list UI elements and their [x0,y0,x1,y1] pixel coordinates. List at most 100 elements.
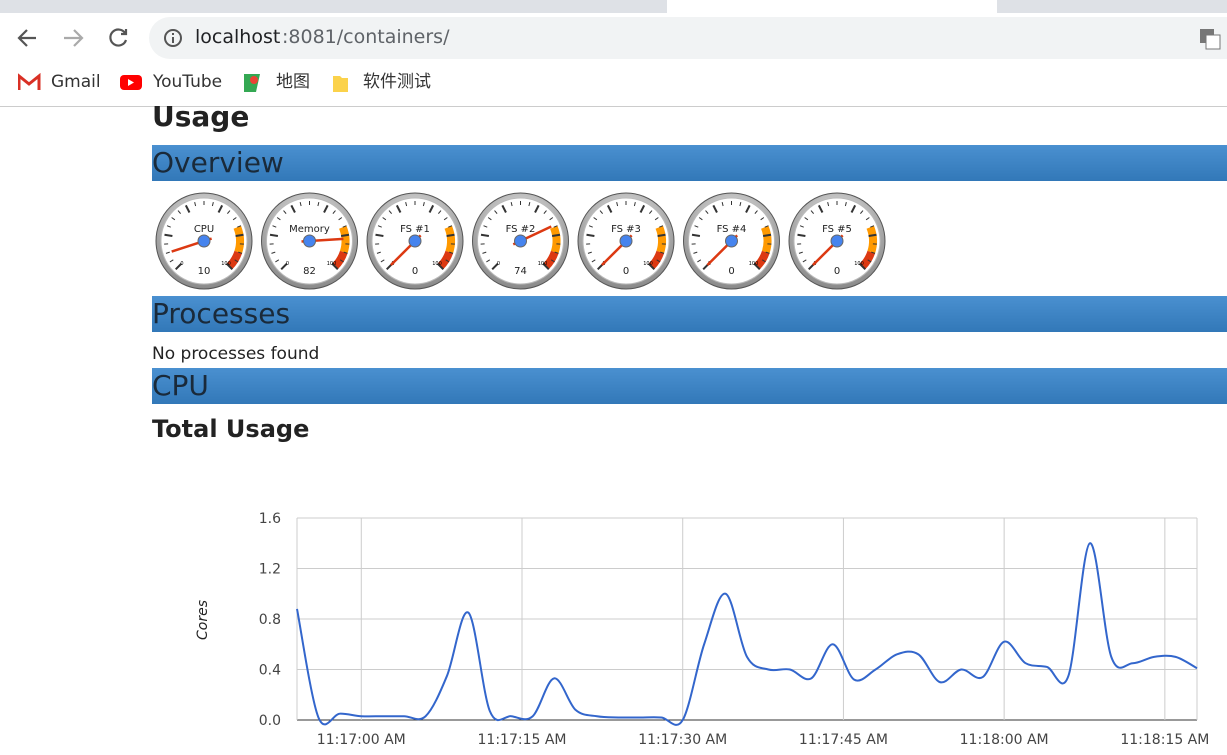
gauge-scale-label: 100 [749,261,759,267]
gauge-tick [276,217,281,221]
processes-message: No processes found [152,344,320,364]
gauge-zone [655,225,666,254]
gauge-label: FS #2 [506,224,536,235]
gauge-scale-label: 0 [497,261,500,267]
gauge-tick [810,210,815,214]
gauge-tick [870,225,875,228]
nav-buttons [17,28,128,47]
gauge-hub [408,234,422,248]
address-bar[interactable]: localhost :8081/containers/ [149,17,1227,59]
gauge-tick [648,210,653,214]
y-tick-label: 0.4 [259,663,281,679]
gauge-tick [375,233,384,237]
gauge-tick [405,201,408,207]
gauge-tick [422,201,425,207]
chart-title: Total Usage [152,415,310,443]
gauge-tick [647,262,655,270]
gauge-tick [377,225,382,228]
active-tab[interactable] [667,0,997,13]
gauge-zone [233,225,244,254]
y-axis-label: Cores [195,600,211,640]
gauge-tick [482,251,487,254]
gauge-tick [169,259,174,263]
back-button[interactable] [17,29,36,47]
data-line [296,542,1198,726]
chart: Cores 0.0 0.4 0.8 1.2 1.6 11:17:00 AM 11:17:15… [195,511,1209,748]
gauge-tick [550,259,555,263]
bookmark[interactable]: Gmail [51,72,101,92]
gauge-tick [587,251,592,254]
gauge-tick [698,217,703,221]
bookmark[interactable]: YouTube [153,72,223,92]
gauge-tick [616,201,619,207]
gauge-zone [444,225,455,254]
gauge-tick [184,204,191,213]
gauge-tick [238,251,243,254]
gauge-tick [798,251,803,254]
gauge-hub [197,234,211,248]
section-header: Overview [152,145,1227,181]
gauge-tick [194,201,197,207]
gauge-tick [165,251,170,254]
gauge-tick [428,204,435,213]
gauge-tick [660,251,665,254]
gauge-tick [443,217,448,221]
gauge-tick [659,225,664,228]
gauge-tick [867,259,872,263]
gauge-label: CPU [194,224,214,235]
gauge-tick [510,201,513,207]
gauge-scale-label: 100 [538,261,548,267]
gauge-tick [542,262,550,270]
gauge-tick [850,204,857,213]
gauge-hub [725,234,738,248]
gauge-zone [549,225,561,254]
gauge-hub [303,234,316,248]
gauge-tick [657,233,666,237]
gauge-value: 74 [514,266,527,277]
gauge-tick [799,225,804,228]
gauge-tick [275,259,280,263]
gauge-tick [487,217,492,221]
bookmark-icons [18,72,348,92]
gauge-tick [501,204,507,213]
y-tick-label: 0.0 [259,713,281,729]
gauge-tick [633,201,636,207]
gauge-tick [844,201,847,207]
gauge-tick [827,201,830,207]
gauge-value: 0 [412,266,418,277]
gauge-tick [554,251,559,254]
gauge-tick [553,225,558,228]
gauge-tick [290,204,296,213]
gauge-tick [177,210,182,214]
gauge-tick [697,259,702,263]
gauge-hub [514,234,527,248]
gauge-tick [323,204,329,213]
gauge-tick [599,210,604,214]
gauge-tick [712,204,718,213]
gauge-label: FS #4 [717,224,747,235]
gauge-tick [802,259,807,263]
gauge-tick [764,225,769,228]
reload-button[interactable] [109,28,128,47]
gauge-tick [449,251,454,254]
gauge-tick [739,201,742,207]
forward-button[interactable] [64,29,84,47]
gauge-tick [235,233,244,237]
gauge-value: 82 [303,266,316,277]
gauge-scale-label: 100 [327,261,337,267]
gauge-tick [226,210,231,214]
gauge-tick [175,262,183,270]
gauge-tick [639,204,646,213]
x-tick-label: 11:17:00 AM [317,732,406,748]
bookmark[interactable]: 软件测试 [363,72,431,92]
gauge-tick [543,210,547,214]
gauge-tick [338,217,343,221]
gauge-tick [380,259,385,263]
gauge-tick [299,201,302,207]
x-tick-label: 11:17:30 AM [638,732,727,748]
gauge-tick [395,204,402,213]
gauge-tick [859,210,864,214]
translate-icon[interactable] [1199,28,1221,50]
bookmark[interactable]: 地图 [276,72,310,92]
